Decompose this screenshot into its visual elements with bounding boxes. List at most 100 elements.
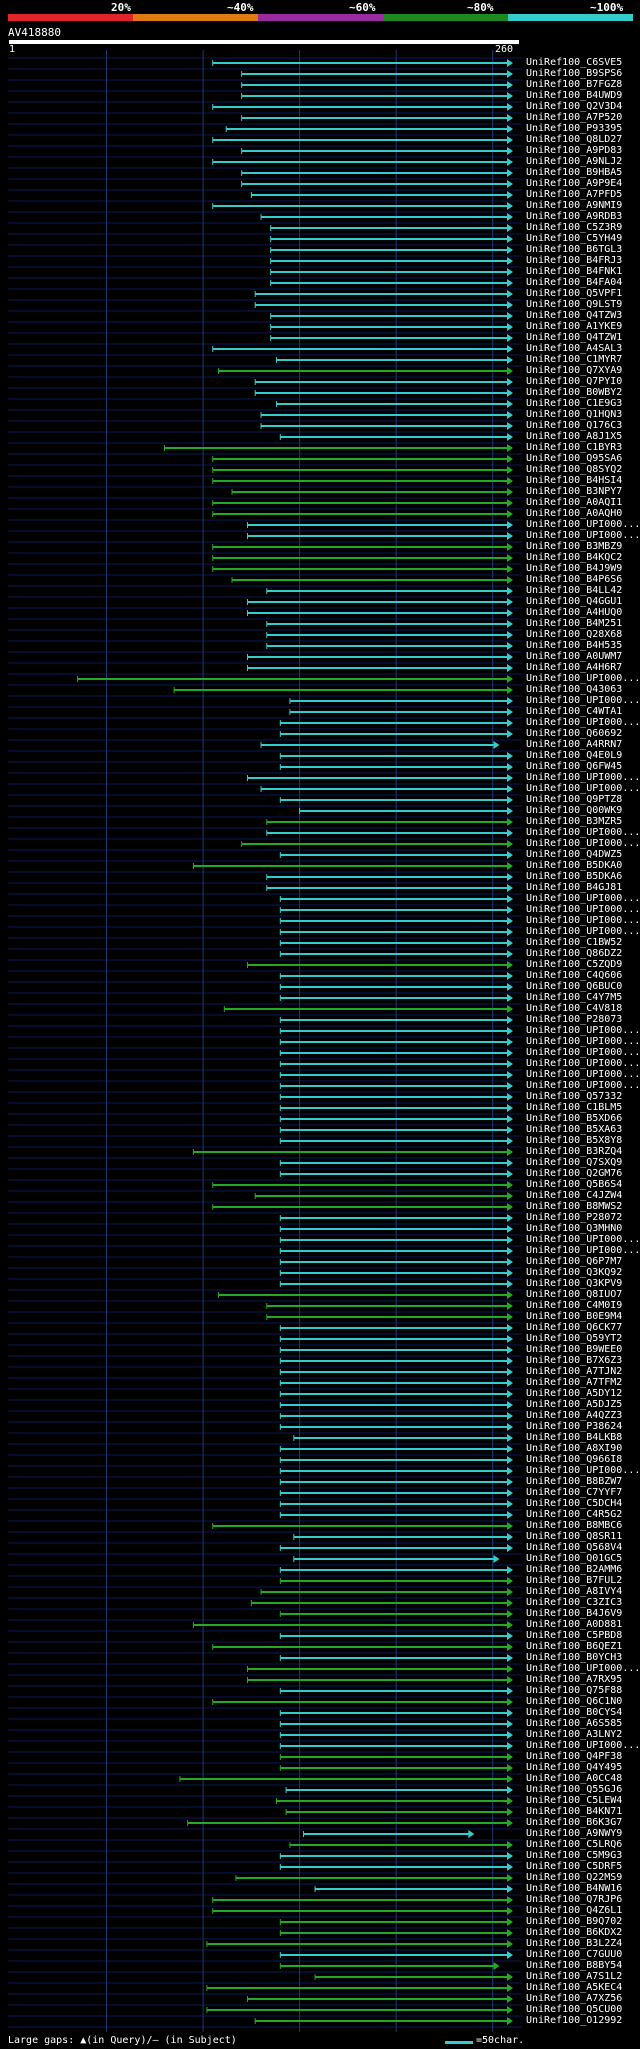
hit-label[interactable]: UniRef100_B7FGZ8 <box>526 79 623 90</box>
hit-label[interactable]: UniRef100_A6S585 <box>526 1718 623 1729</box>
hit-label[interactable]: UniRef100_A0CC48 <box>526 1773 623 1784</box>
hit-label[interactable]: UniRef100_A9RDB3 <box>526 211 623 222</box>
hit-label[interactable]: UniRef100_B6K3G7 <box>526 1817 623 1828</box>
hit-label[interactable]: UniRef100_B3NPY7 <box>526 486 623 497</box>
hit-label[interactable]: UniRef100_C1E9G3 <box>526 398 623 409</box>
hit-label[interactable]: UniRef100_C4M0I9 <box>526 1300 623 1311</box>
hit-label[interactable]: UniRef100_A9NMI9 <box>526 200 623 211</box>
hit-label[interactable]: UniRef100_A4HUQ0 <box>526 607 623 618</box>
hit-label[interactable]: UniRef100_A4SAL3 <box>526 343 623 354</box>
hit-label[interactable]: UniRef100_Q75F88 <box>526 1685 623 1696</box>
hit-label[interactable]: UniRef100_Q28X68 <box>526 629 623 640</box>
hit-label[interactable]: UniRef100_C1MYR7 <box>526 354 623 365</box>
hit-label[interactable]: UniRef100_UPI000... <box>526 1234 640 1245</box>
hit-label[interactable]: UniRef100_UPI000... <box>526 772 640 783</box>
hit-label[interactable]: UniRef100_Q6C1N0 <box>526 1696 623 1707</box>
hit-label[interactable]: UniRef100_C5LRQ6 <box>526 1839 623 1850</box>
hit-label[interactable]: UniRef100_UPI000... <box>526 827 640 838</box>
hit-label[interactable]: UniRef100_A7P520 <box>526 112 623 123</box>
hit-label[interactable]: UniRef100_B0WBY2 <box>526 387 623 398</box>
hit-label[interactable]: UniRef100_Q4DWZ5 <box>526 849 623 860</box>
hit-label[interactable]: UniRef100_Q5B6S4 <box>526 1179 623 1190</box>
hit-label[interactable]: UniRef100_A0AQH0 <box>526 508 623 519</box>
hit-label[interactable]: UniRef100_A9NLJ2 <box>526 156 623 167</box>
hit-label[interactable]: UniRef100_Q8IUO7 <box>526 1289 623 1300</box>
hit-label[interactable]: UniRef100_A8J1X5 <box>526 431 623 442</box>
hit-label[interactable]: UniRef100_C5PBD8 <box>526 1630 623 1641</box>
hit-label[interactable]: UniRef100_Q57332 <box>526 1091 623 1102</box>
hit-label[interactable]: UniRef100_Q4Y495 <box>526 1762 623 1773</box>
hit-label[interactable]: UniRef100_B5DKA6 <box>526 871 623 882</box>
hit-label[interactable]: UniRef100_B3L2Z4 <box>526 1938 623 1949</box>
hit-label[interactable]: UniRef100_C1BYR3 <box>526 442 623 453</box>
hit-label[interactable]: UniRef100_Q5VPF1 <box>526 288 623 299</box>
hit-label[interactable]: UniRef100_Q55GJ6 <box>526 1784 623 1795</box>
hit-label[interactable]: UniRef100_Q4PF38 <box>526 1751 623 1762</box>
hit-label[interactable]: UniRef100_B4J6V9 <box>526 1608 623 1619</box>
hit-label[interactable]: UniRef100_Q4TZW3 <box>526 310 623 321</box>
hit-label[interactable]: UniRef100_UPI000... <box>526 926 640 937</box>
hit-label[interactable]: UniRef100_B6QEZ1 <box>526 1641 623 1652</box>
hit-label[interactable]: UniRef100_B5DKA0 <box>526 860 623 871</box>
hit-label[interactable]: UniRef100_B4FRJ3 <box>526 255 623 266</box>
hit-label[interactable]: UniRef100_C4Y7M5 <box>526 992 623 1003</box>
hit-label[interactable]: UniRef100_UPI000... <box>526 1047 640 1058</box>
hit-label[interactable]: UniRef100_Q7RJP6 <box>526 1894 623 1905</box>
hit-label[interactable]: UniRef100_UPI000... <box>526 783 640 794</box>
hit-label[interactable]: UniRef100_Q95SA6 <box>526 453 623 464</box>
hit-label[interactable]: UniRef100_A7RX95 <box>526 1674 623 1685</box>
hit-label[interactable]: UniRef100_P28073 <box>526 1014 623 1025</box>
hit-label[interactable]: UniRef100_Q01GC5 <box>526 1553 623 1564</box>
hit-label[interactable]: UniRef100_Q2GM76 <box>526 1168 623 1179</box>
hit-label[interactable]: UniRef100_B5XD66 <box>526 1113 623 1124</box>
hit-label[interactable]: UniRef100_B0CYS4 <box>526 1707 623 1718</box>
hit-label[interactable]: UniRef100_UPI000... <box>526 904 640 915</box>
hit-label[interactable]: UniRef100_C4JZW4 <box>526 1190 623 1201</box>
hit-label[interactable]: UniRef100_Q176C3 <box>526 420 623 431</box>
hit-label[interactable]: UniRef100_B5XA63 <box>526 1124 623 1135</box>
hit-label[interactable]: UniRef100_A7PFD5 <box>526 189 623 200</box>
hit-label[interactable]: UniRef100_A8IVY4 <box>526 1586 623 1597</box>
hit-label[interactable]: UniRef100_A7S1L2 <box>526 1971 623 1982</box>
hit-label[interactable]: UniRef100_B4NW16 <box>526 1883 623 1894</box>
hit-label[interactable]: UniRef100_B8MBC6 <box>526 1520 623 1531</box>
hit-label[interactable]: UniRef100_UPI000... <box>526 1663 640 1674</box>
hit-label[interactable]: UniRef100_B5X8Y8 <box>526 1135 623 1146</box>
hit-label[interactable]: UniRef100_UPI000... <box>526 519 640 530</box>
hit-label[interactable]: UniRef100_Q8SYQ2 <box>526 464 623 475</box>
hit-label[interactable]: UniRef100_Q4E0L9 <box>526 750 623 761</box>
hit-label[interactable]: UniRef100_B4KQC2 <box>526 552 623 563</box>
hit-label[interactable]: UniRef100_Q4TZW1 <box>526 332 623 343</box>
hit-label[interactable]: UniRef100_B4H535 <box>526 640 623 651</box>
hit-label[interactable]: UniRef100_Q43063 <box>526 684 623 695</box>
hit-label[interactable]: UniRef100_B4FNK1 <box>526 266 623 277</box>
hit-label[interactable]: UniRef100_Q6FW45 <box>526 761 623 772</box>
hit-label[interactable]: UniRef100_C4V818 <box>526 1003 623 1014</box>
hit-label[interactable]: UniRef100_A1YKE9 <box>526 321 623 332</box>
hit-label[interactable]: UniRef100_C5Z3R9 <box>526 222 623 233</box>
hit-label[interactable]: UniRef100_C5LEW4 <box>526 1795 623 1806</box>
hit-label[interactable]: UniRef100_B4J9W9 <box>526 563 623 574</box>
hit-label[interactable]: UniRef100_B4KN71 <box>526 1806 623 1817</box>
hit-label[interactable]: UniRef100_C4WTA1 <box>526 706 623 717</box>
hit-label[interactable]: UniRef100_Q60692 <box>526 728 623 739</box>
hit-label[interactable]: UniRef100_C1BW52 <box>526 937 623 948</box>
hit-label[interactable]: UniRef100_UPI000... <box>526 1025 640 1036</box>
hit-label[interactable]: UniRef100_Q6CK77 <box>526 1322 623 1333</box>
hit-label[interactable]: UniRef100_C1BLM5 <box>526 1102 623 1113</box>
hit-label[interactable]: UniRef100_C4R5G2 <box>526 1509 623 1520</box>
hit-label[interactable]: UniRef100_C5DRF5 <box>526 1861 623 1872</box>
hit-label[interactable]: UniRef100_B9HBA5 <box>526 167 623 178</box>
hit-label[interactable]: UniRef100_B3MBZ9 <box>526 541 623 552</box>
hit-label[interactable]: UniRef100_UPI000... <box>526 1740 640 1751</box>
hit-label[interactable]: UniRef100_A4QZZ3 <box>526 1410 623 1421</box>
hit-label[interactable]: UniRef100_UPI000... <box>526 915 640 926</box>
hit-label[interactable]: UniRef100_C6SVE5 <box>526 57 623 68</box>
hit-label[interactable]: UniRef100_B3RZQ4 <box>526 1146 623 1157</box>
hit-label[interactable]: UniRef100_B9SPS6 <box>526 68 623 79</box>
hit-label[interactable]: UniRef100_Q6BUC0 <box>526 981 623 992</box>
hit-label[interactable]: UniRef100_B4UWD9 <box>526 90 623 101</box>
hit-label[interactable]: UniRef100_P93395 <box>526 123 623 134</box>
hit-label[interactable]: UniRef100_Q568V4 <box>526 1542 623 1553</box>
hit-label[interactable]: UniRef100_Q4GGU1 <box>526 596 623 607</box>
